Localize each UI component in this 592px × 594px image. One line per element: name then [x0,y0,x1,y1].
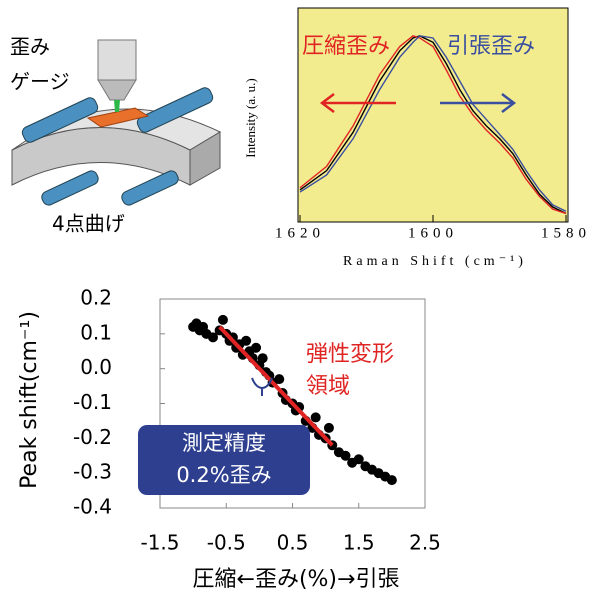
x-tick-label: 1620 [275,225,325,241]
note-text: 測定精度 [182,431,266,455]
x-tick-label: 2.5 [409,531,441,555]
figure: 歪み ゲージ 4点曲げ 1620 1600 1580 Raman Shift (cm⁻… [0,0,592,594]
data-point [387,475,397,485]
x-tick-label: 1580 [541,225,591,241]
x-tick-label: 1600 [408,225,458,241]
y-tick-label: 0.1 [80,320,112,344]
shift-chart: 0.2 0.1 0.0 -0.1 -0.2 -0.3 -0.4 -1.5 -0.5 0.5 1.5 2… [17,286,441,593]
support-rod [120,169,180,207]
data-point [311,412,321,422]
support-rod [40,169,100,207]
laser [114,100,120,112]
data-point [258,353,268,363]
x-tick-label: -1.5 [140,531,179,555]
data-point [251,343,261,353]
annotation: 弾性変形 [306,342,394,367]
x-tick-label: 1.5 [343,531,375,555]
annotation: 引張歪み [447,34,535,59]
data-point [241,336,251,346]
y-axis-title: Peak shift(cm⁻¹) [17,311,42,489]
data-point [274,374,284,384]
x-axis-title: Raman Shift (cm⁻¹) [343,254,527,269]
y-tick-label: -0.1 [73,390,112,414]
bending-label: 4点曲げ [52,212,125,236]
y-tick-label: -0.4 [73,495,112,519]
y-tick-label: 0.0 [80,355,112,379]
y-tick-label: -0.2 [73,425,112,449]
gauge-label: ゲージ [10,70,70,94]
note-text: 0.2%歪み [176,463,271,487]
data-point [218,315,228,325]
y-tick-label: 0.2 [80,286,112,310]
annotation: 領域 [306,374,350,399]
gauge-label: 歪み [10,35,50,59]
data-point [324,423,334,433]
y-tick-label: -0.3 [73,460,112,484]
y-axis-title: Intensity (a. u.) [243,78,258,157]
annotation: 圧縮歪み [302,34,390,59]
x-tick-label: 0.5 [277,531,309,555]
x-tick-label: -0.5 [207,531,246,555]
x-axis-title: 圧縮←歪み(%)→引張 [193,567,400,592]
raman-chart: 1620 1600 1580 Raman Shift (cm⁻¹) Intensity … [243,8,591,269]
objective-tip [98,80,136,100]
page: {"illustration":{"gauge_label":["歪み","ゲー… [0,0,592,594]
bending-illustration: 歪み ゲージ 4点曲げ [10,35,220,236]
objective [98,40,136,80]
